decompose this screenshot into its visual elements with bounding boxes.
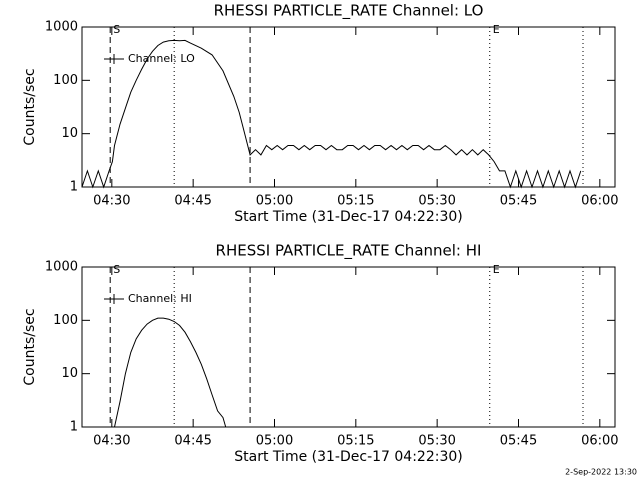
- marker-label: E: [493, 263, 500, 276]
- marker-label: S: [113, 263, 120, 276]
- footer: 2-Sep-2022 13:30: [565, 468, 637, 477]
- y-tick-label: 1000: [45, 260, 78, 275]
- y-tick-label: 100: [53, 73, 78, 88]
- x-tick-label: 05:45: [500, 434, 537, 449]
- y-axis-label: Counts/sec: [22, 68, 38, 145]
- y-tick-label: 1: [70, 420, 78, 435]
- x-tick-label: 05:15: [337, 434, 374, 449]
- x-tick-label: 05:45: [500, 194, 537, 209]
- x-tick-label: 06:00: [581, 434, 618, 449]
- y-axis-label: Counts/sec: [22, 308, 38, 385]
- x-tick-label: 04:30: [93, 434, 130, 449]
- x-tick-label: 05:30: [418, 194, 455, 209]
- y-tick-label: 100: [53, 313, 78, 328]
- x-tick-label: 06:00: [581, 194, 618, 209]
- chart-panel: RHESSI PARTICLE_RATE Channel: LO Start Ti…: [22, 2, 619, 226]
- data-line: [114, 317, 227, 428]
- marker-label: S: [113, 23, 120, 36]
- x-tick-label: 05:15: [337, 194, 374, 209]
- plot-frame: [81, 266, 616, 428]
- x-axis-label: Start Time (31-Dec-17 04:22:30): [234, 449, 462, 465]
- x-tick-label: 04:45: [174, 194, 211, 209]
- legend-label: Channel: LO: [128, 52, 195, 65]
- chart-title: RHESSI PARTICLE_RATE Channel: LO: [214, 2, 484, 21]
- y-tick-label: 1000: [45, 20, 78, 35]
- x-tick-label: 05:00: [256, 434, 293, 449]
- x-tick-label: 04:30: [93, 194, 130, 209]
- legend-label: Channel: HI: [128, 292, 192, 305]
- y-tick-label: 10: [61, 126, 78, 141]
- y-tick-label: 10: [61, 366, 78, 381]
- x-tick-label: 05:00: [256, 194, 293, 209]
- chart-panel: RHESSI PARTICLE_RATE Channel: HI Start Ti…: [22, 242, 619, 466]
- data-line: [81, 39, 582, 189]
- marker-label: E: [493, 23, 500, 36]
- x-tick-label: 04:45: [174, 434, 211, 449]
- x-axis-label: Start Time (31-Dec-17 04:22:30): [234, 209, 462, 225]
- chart-title: RHESSI PARTICLE_RATE Channel: HI: [216, 242, 482, 261]
- y-tick-label: 1: [70, 180, 78, 195]
- x-tick-label: 05:30: [418, 434, 455, 449]
- plot-frame: [81, 26, 616, 188]
